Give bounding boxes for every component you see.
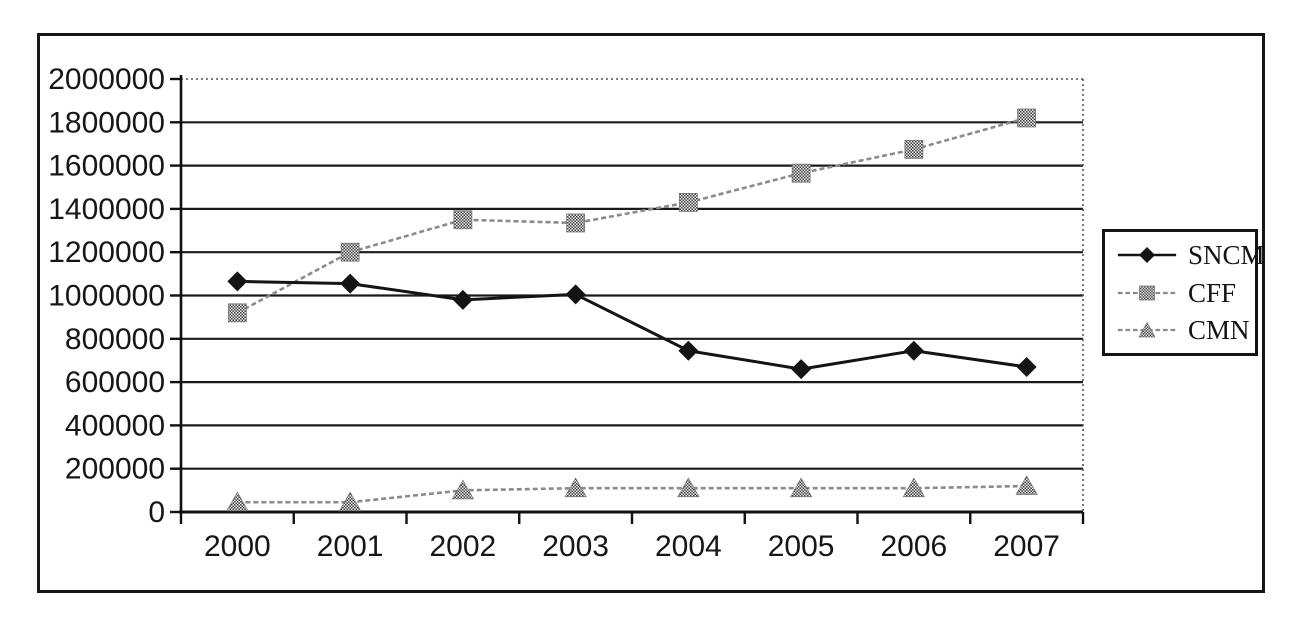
x-tick-label: 2001 bbox=[317, 530, 384, 563]
x-tick-label: 2002 bbox=[430, 530, 497, 563]
cmn-legend-marker-icon bbox=[1117, 321, 1177, 338]
x-tick-label: 2005 bbox=[768, 530, 835, 563]
y-tick-label: 2000000 bbox=[48, 63, 165, 96]
y-tick-label: 1800000 bbox=[48, 106, 165, 139]
gridlines bbox=[181, 78, 1083, 470]
legend-item-cff: CFF bbox=[1116, 277, 1249, 308]
y-tick-label: 400000 bbox=[65, 409, 165, 442]
y-axis-labels: 0 200000 400000 600000 800000 1000000 1200000 1… bbox=[48, 63, 165, 529]
series-markers-sncm bbox=[227, 271, 1037, 380]
x-tick-label: 2007 bbox=[993, 530, 1060, 563]
x-axis-labels: 2000 2001 2002 2003 2004 2005 2006 2007 bbox=[204, 530, 1060, 563]
series-line-sncm bbox=[237, 279, 1027, 371]
legend-item-cmn: CMN bbox=[1116, 315, 1250, 345]
y-tick-label: 1400000 bbox=[48, 193, 165, 226]
x-tick-label: 2006 bbox=[881, 530, 948, 563]
series-line-cmn bbox=[237, 484, 1027, 504]
axes bbox=[170, 75, 1085, 524]
x-tick-label: 2004 bbox=[655, 530, 722, 563]
series-line-cff bbox=[236, 116, 1027, 314]
y-tick-label: 600000 bbox=[65, 366, 165, 399]
series-markers-cmn bbox=[226, 475, 1038, 512]
y-tick-label: 1000000 bbox=[48, 280, 165, 313]
legend-label-cmn: CMN bbox=[1188, 315, 1250, 345]
legend: SNCM CFF bbox=[1102, 229, 1265, 356]
y-tick-label: 1200000 bbox=[48, 236, 165, 269]
cff-legend-marker-icon bbox=[1117, 285, 1177, 300]
x-tick-label: 2003 bbox=[542, 530, 609, 563]
x-tick-label: 2000 bbox=[204, 530, 271, 563]
legend-item-sncm: SNCM bbox=[1116, 242, 1265, 269]
series-markers-cff bbox=[227, 108, 1037, 323]
sncm-legend-marker-icon bbox=[1117, 247, 1177, 263]
legend-label-cff: CFF bbox=[1188, 277, 1237, 308]
y-tick-label: 1600000 bbox=[48, 150, 165, 183]
y-tick-label: 200000 bbox=[65, 453, 165, 486]
legend-label-sncm: SNCM bbox=[1188, 240, 1265, 270]
y-tick-label: 800000 bbox=[65, 323, 165, 356]
y-tick-label: 0 bbox=[148, 496, 165, 529]
